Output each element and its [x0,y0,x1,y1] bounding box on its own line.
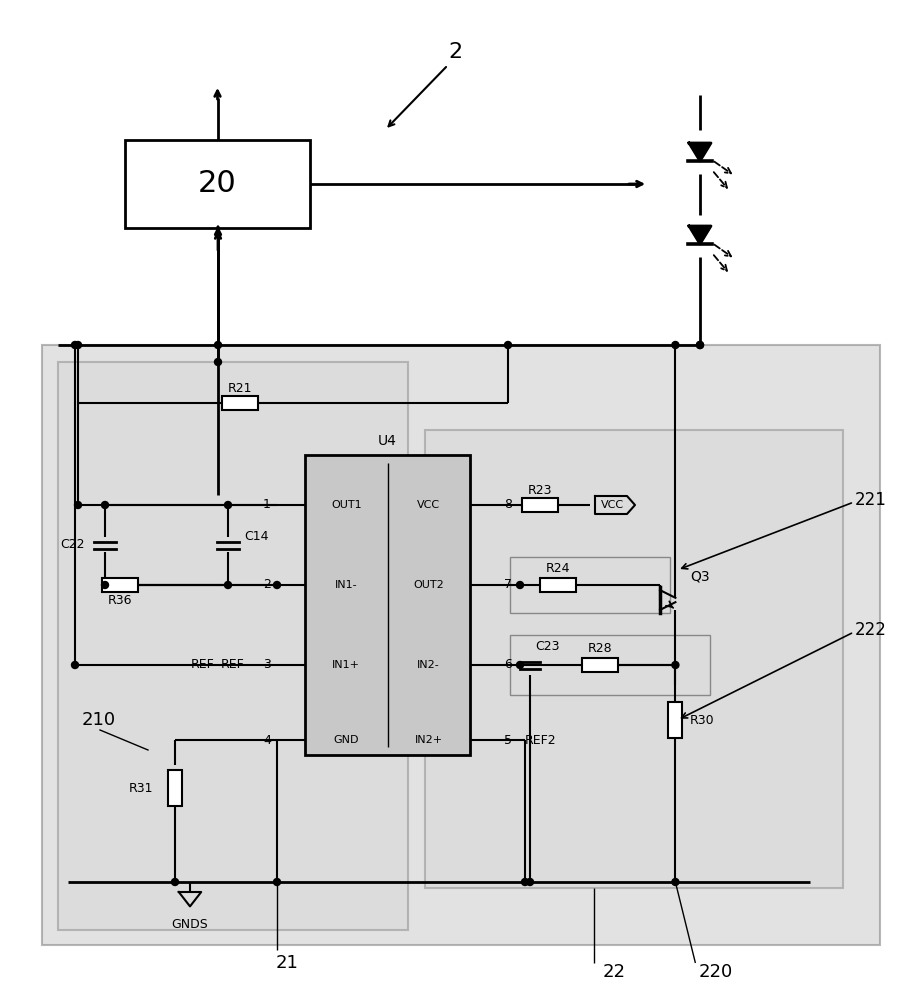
Circle shape [102,502,109,508]
Text: R23: R23 [528,485,552,497]
Bar [425,430,843,888]
Circle shape [521,879,529,886]
Bar [510,635,710,695]
Text: REF2: REF2 [525,734,557,746]
Circle shape [273,879,281,886]
Text: U4: U4 [378,434,397,448]
Text: 22: 22 [603,963,626,981]
Text: OUT1: OUT1 [331,500,362,510]
Text: 7: 7 [504,578,512,591]
Text: C22: C22 [61,538,85,552]
Text: IN2-: IN2- [417,660,440,670]
Circle shape [517,662,523,668]
Circle shape [517,582,523,588]
Circle shape [71,662,78,668]
Text: 21: 21 [276,954,298,972]
Text: 221: 221 [855,491,887,509]
Text: R30: R30 [689,714,714,726]
Text: IN2+: IN2+ [414,735,443,745]
Bar [305,455,470,755]
Text: GND: GND [333,735,359,745]
Circle shape [505,342,511,349]
Circle shape [172,879,178,886]
Text: R31: R31 [128,782,153,794]
Bar [42,345,880,945]
Text: 2: 2 [263,578,271,591]
Bar [582,658,618,672]
Text: VCC: VCC [601,500,624,510]
Circle shape [672,342,679,349]
Text: 20: 20 [198,169,237,198]
Text: IN1-: IN1- [335,580,357,590]
Bar [222,396,258,410]
Bar [668,702,682,738]
Bar [125,140,310,228]
Circle shape [102,582,109,588]
Text: R24: R24 [545,562,570,576]
Text: 1: 1 [263,498,271,512]
Circle shape [214,359,222,365]
Circle shape [672,879,679,886]
Text: R28: R28 [588,643,612,656]
Circle shape [697,342,703,349]
Circle shape [224,582,232,588]
Circle shape [71,342,78,349]
Text: 210: 210 [82,711,116,729]
Bar [510,557,670,613]
Circle shape [75,502,81,508]
Text: Q3: Q3 [690,569,710,583]
Circle shape [214,342,222,349]
Text: REF: REF [222,658,245,672]
Bar [58,362,408,930]
Text: 5: 5 [504,734,512,746]
Text: C14: C14 [244,530,269,544]
Text: R36: R36 [108,593,132,606]
Text: VCC: VCC [417,500,440,510]
Text: 4: 4 [263,734,271,746]
Bar [102,578,138,592]
Circle shape [224,502,232,508]
Text: 8: 8 [504,498,512,512]
Circle shape [697,342,703,349]
Circle shape [273,582,281,588]
Bar [168,770,182,806]
Text: 220: 220 [699,963,733,981]
Text: 2: 2 [448,42,462,62]
Bar [540,578,576,592]
Text: C23: C23 [535,641,559,654]
Polygon shape [689,226,711,244]
Text: OUT2: OUT2 [414,580,444,590]
Circle shape [526,879,533,886]
Text: 3: 3 [263,658,271,672]
Circle shape [75,342,81,349]
Polygon shape [689,143,711,161]
Text: REF: REF [191,658,215,672]
Bar [522,498,558,512]
Text: 6: 6 [504,658,512,672]
Text: IN1+: IN1+ [332,660,360,670]
Text: GNDS: GNDS [172,918,209,930]
Text: R21: R21 [228,382,252,395]
Circle shape [672,662,679,668]
Text: 222: 222 [855,621,887,639]
